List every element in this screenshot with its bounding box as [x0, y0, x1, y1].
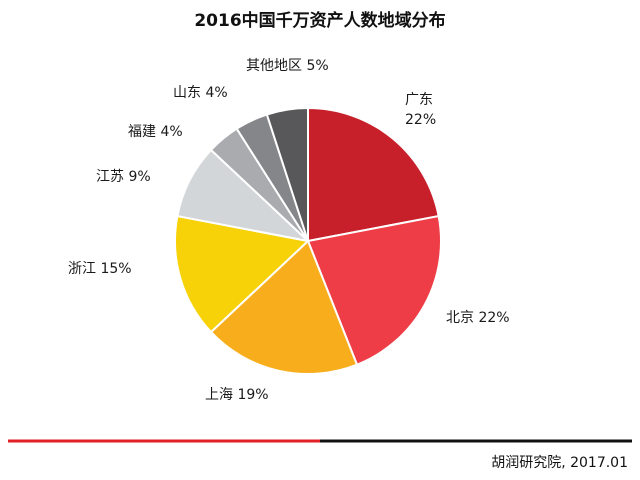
slice-labels: 广东 22% 北京 22% 上海 19% 浙江 15% 江苏 9% 福建 4% 山东 4% 其他… — [68, 58, 510, 403]
slice-label-6: 福建 4% — [128, 124, 183, 140]
slice-label-8: 其他地区 5% — [246, 58, 329, 74]
chart-title: 2016中国千万资产人数地域分布 — [194, 10, 445, 31]
pie-slice-4 — [174, 215, 309, 334]
slice-label-2: 北京 22% — [446, 310, 510, 326]
pie-slices — [174, 107, 442, 375]
slice-label-1: 广东 22% — [405, 92, 436, 128]
slice-label-5: 江苏 9% — [96, 169, 151, 185]
slice-label-4: 浙江 15% — [68, 261, 132, 277]
pie-slice-8 — [265, 107, 309, 242]
pie-slice-2 — [307, 215, 442, 366]
pie-slice-1 — [307, 107, 440, 242]
footer-source: 胡润研究院, 2017.01 — [491, 455, 628, 471]
pie-slice-3 — [210, 240, 358, 375]
slice-label-3: 上海 19% — [205, 387, 269, 403]
slice-label-7: 山东 4% — [173, 85, 228, 101]
